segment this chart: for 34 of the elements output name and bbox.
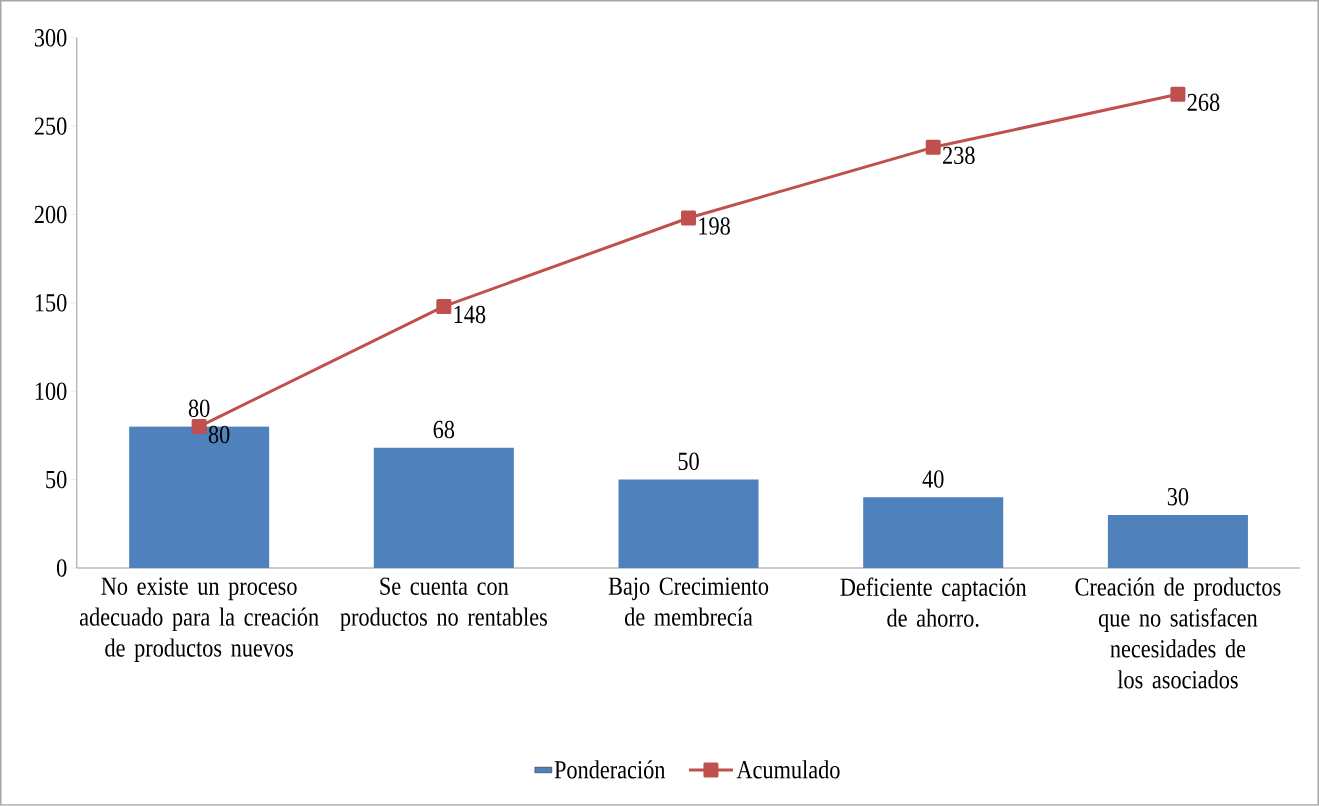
data-label: 30 (1167, 488, 1189, 506)
x-tick-label: Creación de productos que no satisfacen necesidades de los asociados (1075, 577, 1281, 689)
data-label: 40 (922, 470, 944, 488)
data-label: 50 (678, 452, 699, 471)
data-label: 268 (1187, 93, 1220, 112)
data-label: 148 (454, 305, 486, 324)
y-tick-label: 0 (56, 559, 67, 577)
data-label: 80 (208, 425, 230, 444)
x-tick-label: No existe un proceso adecuado para la creación de productos nuevos (79, 577, 319, 663)
bar (129, 426, 270, 569)
bar (1107, 515, 1248, 569)
point (681, 210, 697, 226)
bar (863, 497, 1004, 569)
bar (618, 479, 759, 569)
x-tick-label: Bajo Crecimiento de membrecía (608, 577, 769, 626)
data-label: 198 (699, 217, 730, 235)
x-tick-label: Se cuenta con productos no rentables (340, 577, 547, 632)
y-tick-label: 50 (46, 470, 67, 489)
data-label: 68 (433, 420, 455, 439)
legend-label: Acumulado (736, 760, 840, 779)
y-tick-label: 150 (35, 294, 67, 312)
point (1170, 86, 1186, 102)
y-tick-label: 200 (34, 205, 67, 224)
point (436, 298, 452, 314)
data-label: 80 (188, 399, 210, 418)
point (191, 419, 207, 435)
point (925, 139, 941, 155)
legend-label: Ponderación (554, 760, 666, 779)
y-tick-label: 300 (34, 29, 67, 47)
data-label: 238 (943, 146, 975, 165)
bar (373, 447, 514, 569)
y-tick-label: 100 (35, 382, 67, 401)
x-tick-label: Deficiente captación de ahorro. (840, 577, 1027, 628)
y-tick-label: 250 (34, 117, 67, 135)
